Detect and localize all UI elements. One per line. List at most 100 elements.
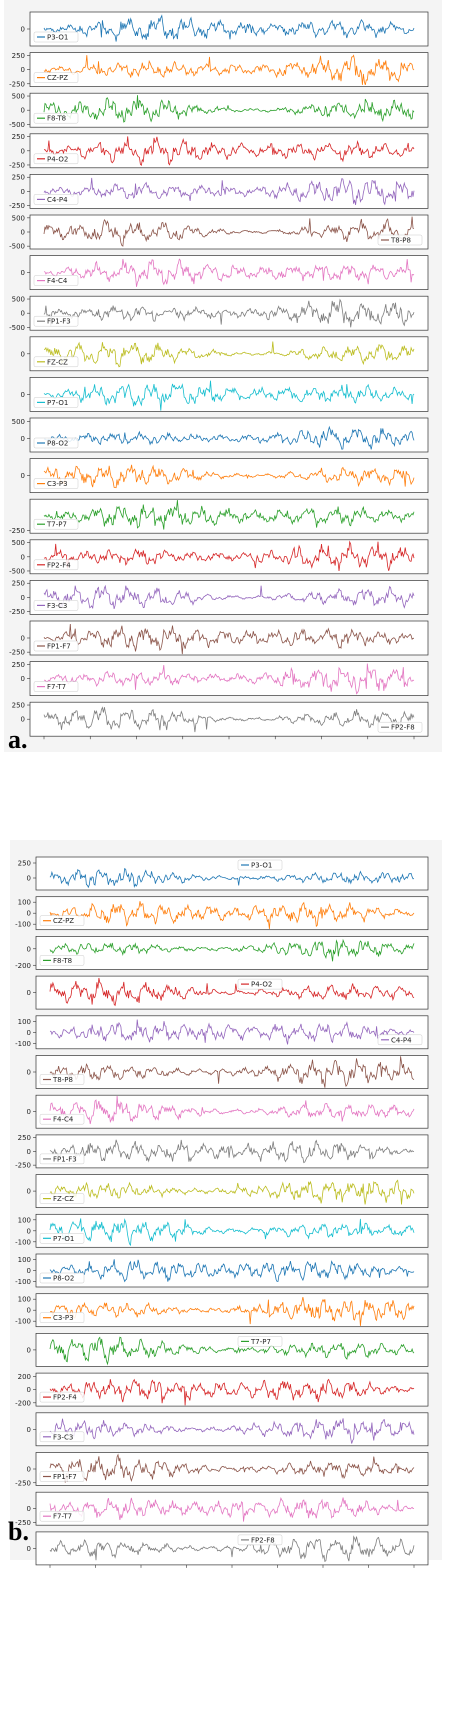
- y-tick-label: -100: [15, 1238, 31, 1246]
- legend: C3-P3: [33, 478, 79, 489]
- y-tick-label: 0: [27, 989, 31, 997]
- axes-frame: [29, 661, 429, 696]
- channel-p4-o2: 250 0 -250 P4-O2: [9, 133, 429, 169]
- y-tick-label: 500: [12, 214, 25, 222]
- channel-cz-pz: 100 0 -100 CZ-PZ: [15, 896, 429, 931]
- legend: P4-O2: [237, 978, 283, 990]
- legend-box: [39, 1272, 85, 1284]
- legend: FP1-F3: [33, 315, 79, 327]
- legend-label: FP2-F4: [47, 561, 71, 569]
- series-line: [43, 623, 414, 655]
- series-line: [49, 867, 415, 889]
- legend-label: T7-P7: [250, 1338, 271, 1346]
- legend-label: FP2-F8: [391, 724, 415, 732]
- legend-box: [39, 1153, 85, 1165]
- legend-box: [39, 1431, 85, 1443]
- y-tick-label: 500: [12, 296, 25, 304]
- y-tick-label: -250: [15, 1479, 31, 1487]
- legend: T7-P7: [33, 518, 79, 530]
- channel-p4-o2: 0 P4-O2: [27, 975, 429, 1010]
- series-line: [43, 663, 415, 695]
- y-tick-label: -500: [9, 324, 25, 332]
- legend: T8-P8: [39, 1074, 85, 1085]
- legend-label: F3-C3: [53, 1433, 73, 1441]
- legend-label: FZ-CZ: [47, 358, 68, 366]
- legend-box: [39, 955, 85, 966]
- series-line: [43, 706, 415, 733]
- y-tick-label: 0: [27, 1466, 31, 1474]
- y-tick-label: 0: [21, 635, 25, 643]
- legend-box: [237, 1534, 283, 1546]
- series-line: [49, 1535, 415, 1563]
- y-tick-label: -500: [9, 121, 25, 129]
- y-tick-label: 0: [21, 350, 25, 358]
- panel-b: 250 0 P3-O1 100 0 -100 CZ-PZ 0 -200 F8-T8 0 P4-O2 10…: [8, 856, 429, 1568]
- channel-p8-o2: 500 0 P8-O2: [12, 417, 429, 453]
- axes-frame: [35, 1333, 429, 1367]
- y-tick-label: 0: [21, 66, 25, 74]
- legend: FP2-F8: [237, 1534, 283, 1546]
- y-tick-label: -250: [9, 527, 25, 535]
- y-tick-label: -250: [15, 1162, 31, 1170]
- axes-frame: [35, 1213, 429, 1248]
- series-line: [49, 1378, 415, 1406]
- legend-box: [39, 1193, 85, 1204]
- y-tick-label: 0: [21, 269, 25, 277]
- axes-frame: [35, 975, 429, 1010]
- legend: P7-O1: [33, 397, 79, 408]
- legend-label: FP1-F3: [53, 1155, 77, 1163]
- legend: C4-P4: [33, 194, 79, 205]
- series-line: [44, 136, 415, 166]
- legend: FZ-CZ: [33, 356, 79, 368]
- series-line: [49, 1418, 415, 1444]
- legend: P8-O2: [33, 437, 79, 449]
- y-tick-label: 0: [27, 1069, 31, 1077]
- legend-box: [237, 859, 283, 871]
- series-line: [49, 1019, 415, 1045]
- legend-label: F8-T8: [47, 115, 66, 123]
- axes-frame: [29, 255, 429, 290]
- legend: F7-T7: [39, 1510, 85, 1522]
- axes-frame: [35, 1134, 429, 1169]
- y-tick-label: 100: [18, 1296, 31, 1304]
- axes-frame: [29, 336, 429, 372]
- legend-label: P8-O2: [53, 1275, 74, 1283]
- legend-label: P8-O2: [47, 440, 68, 448]
- series-line: [43, 54, 415, 86]
- legend-box: [237, 1336, 283, 1347]
- y-tick-label: -100: [15, 1040, 31, 1048]
- y-tick-label: 0: [21, 26, 25, 34]
- panel-a: 0 P3-O1 250 0 -250 CZ-PZ 500 0 -500 F8-T8 250 0 -250…: [8, 11, 429, 754]
- legend-label: P3-O1: [251, 862, 272, 870]
- series-line: [43, 380, 415, 411]
- axes-frame: [29, 92, 429, 128]
- axes-frame: [29, 498, 429, 534]
- series-line: [49, 1496, 415, 1522]
- legend: CZ-PZ: [39, 915, 85, 926]
- channel-fz-cz: 0 FZ-CZ: [21, 336, 429, 372]
- y-tick-label: -200: [15, 1399, 31, 1407]
- channel-f7-t7: 0 -250 F7-T7: [15, 1491, 429, 1527]
- channel-fp1-f7: 0 -250 FP1-F7: [15, 1452, 429, 1487]
- legend-label: T8-P8: [390, 237, 411, 245]
- legend-label: P7-O1: [47, 399, 68, 407]
- y-tick-label: 0: [27, 1029, 31, 1037]
- legend-box: [33, 112, 79, 124]
- legend: FP2-F8: [377, 721, 423, 733]
- legend: FP1-F3: [39, 1153, 85, 1165]
- axes-frame: [29, 701, 429, 737]
- legend-label: C4-P4: [47, 196, 68, 204]
- axes-frame: [29, 214, 429, 250]
- y-tick-label: 0: [27, 945, 31, 953]
- y-tick-label: -100: [15, 921, 31, 929]
- legend-box: [33, 559, 79, 571]
- y-tick-label: 0: [21, 553, 25, 561]
- y-tick-label: 500: [12, 93, 25, 101]
- y-tick-label: 250: [18, 860, 31, 868]
- series-line: [49, 1056, 415, 1088]
- legend-box: [33, 681, 79, 692]
- legend-label: C4-P4: [391, 1036, 412, 1044]
- y-tick-label: 0: [21, 229, 25, 237]
- series-line: [43, 298, 415, 328]
